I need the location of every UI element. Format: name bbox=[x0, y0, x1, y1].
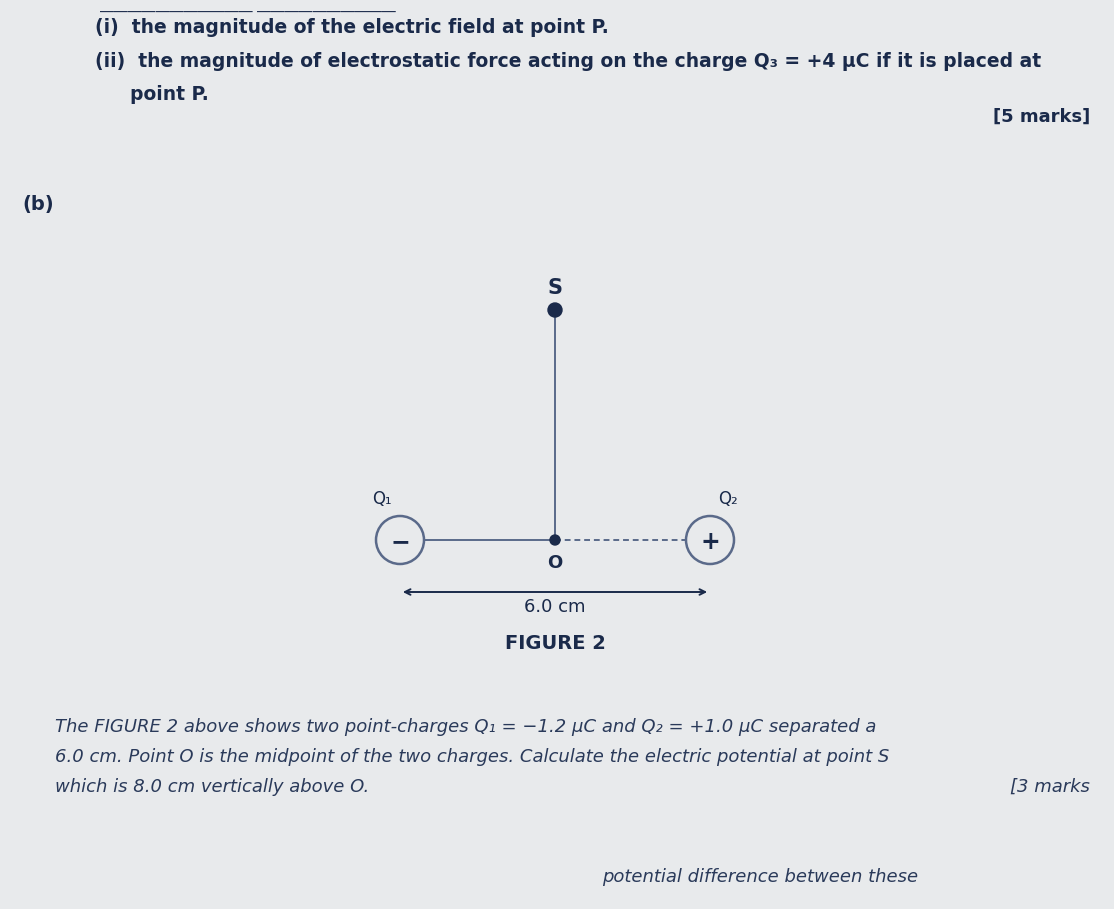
Text: +: + bbox=[700, 530, 720, 554]
Text: Q₂: Q₂ bbox=[719, 490, 737, 508]
Text: 6.0 cm: 6.0 cm bbox=[525, 598, 586, 616]
Text: [5 marks]: [5 marks] bbox=[993, 108, 1089, 126]
Text: (b): (b) bbox=[22, 195, 53, 214]
Text: Q₁: Q₁ bbox=[372, 490, 392, 508]
Text: potential difference between these: potential difference between these bbox=[602, 868, 918, 886]
Circle shape bbox=[548, 303, 561, 317]
Text: [3 marks: [3 marks bbox=[1010, 778, 1089, 796]
Text: which is 8.0 cm vertically above O.: which is 8.0 cm vertically above O. bbox=[55, 778, 369, 796]
Circle shape bbox=[550, 535, 560, 545]
Text: S: S bbox=[547, 278, 563, 298]
Text: 6.0 cm. Point O is the midpoint of the two charges. Calculate the electric poten: 6.0 cm. Point O is the midpoint of the t… bbox=[55, 748, 889, 766]
Text: FIGURE 2: FIGURE 2 bbox=[505, 634, 605, 653]
Text: The FIGURE 2 above shows two point-charges Q₁ = −1.2 μC and Q₂ = +1.0 μC separat: The FIGURE 2 above shows two point-charg… bbox=[55, 718, 877, 736]
Text: (i)  the magnitude of the electric field at point P.: (i) the magnitude of the electric field … bbox=[95, 18, 608, 37]
Text: (ii)  the magnitude of electrostatic force acting on the charge Q₃ = +4 μC if it: (ii) the magnitude of electrostatic forc… bbox=[95, 52, 1042, 71]
Text: ――――――――――― ――――――――――: ――――――――――― ―――――――――― bbox=[100, 5, 395, 19]
Text: −: − bbox=[390, 530, 410, 554]
Text: point P.: point P. bbox=[130, 85, 208, 104]
Text: O: O bbox=[547, 554, 563, 572]
